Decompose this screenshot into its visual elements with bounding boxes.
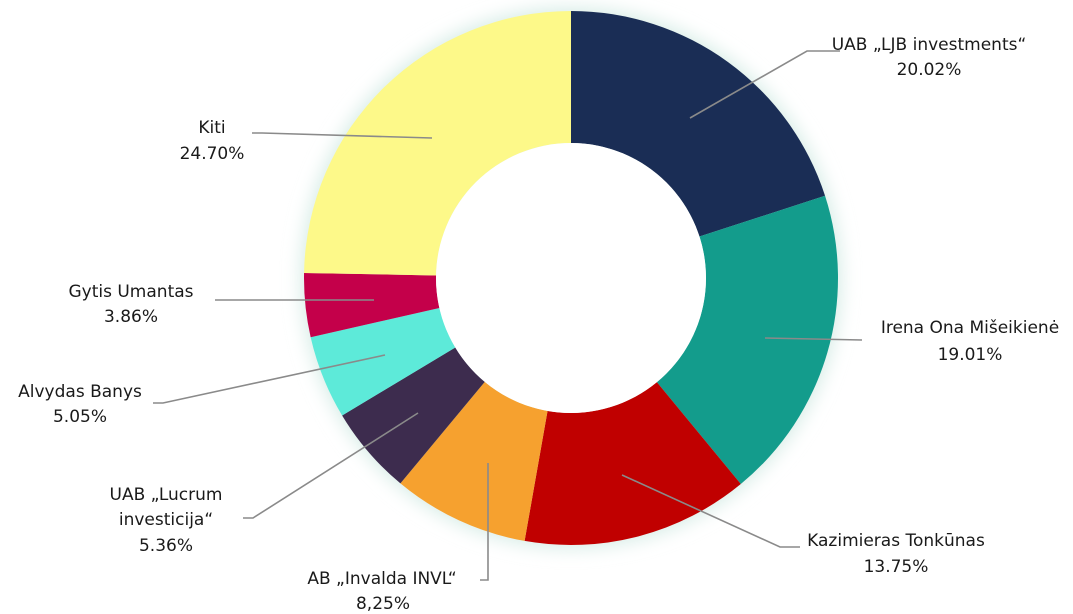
leader-line-invalda-invl: [480, 463, 489, 581]
leader-line-lucrum-investicija: [243, 412, 419, 519]
slice-3: [400, 381, 548, 541]
label-value-ljb-investments: 20.02%: [897, 60, 962, 80]
label-name-invalda-invl: AB „Invalda INVL“: [307, 569, 456, 589]
label-value-gytis-umantas: 3.86%: [104, 307, 158, 327]
label-value-alvydas-banys: 5.05%: [53, 407, 107, 427]
label-name-alvydas-banys: Alvydas Banys: [18, 382, 142, 402]
slices-group: [304, 11, 839, 545]
leader-line-alvydas-banys: [153, 354, 386, 404]
leader-line-kiti: [252, 132, 433, 139]
label-value-invalda-invl: 8,25%: [356, 594, 410, 614]
slice-5: [310, 307, 456, 416]
slice-6: [304, 272, 440, 338]
label-name-lucrum-line2: investicija“: [119, 510, 213, 530]
label-value-kiti: 24.70%: [180, 144, 245, 164]
label-name-ljb-investments: UAB „LJB investments“: [832, 35, 1027, 55]
label-value-irena-ona-miseikiene: 19.01%: [938, 345, 1003, 365]
slice-0: [571, 11, 826, 237]
label-name-kiti: Kiti: [198, 118, 225, 138]
labels-group: UAB „LJB investments“ 20.02% Irena Ona M…: [18, 35, 1059, 614]
label-name-kazimieras-tonkunas: Kazimieras Tonkūnas: [807, 531, 985, 551]
leader-line-ljb-investments: [689, 50, 840, 119]
slice-1: [656, 195, 839, 485]
slice-7: [304, 11, 571, 276]
label-name-irena-ona-miseikiene: Irena Ona Mišeikienė: [881, 318, 1059, 338]
leader-line-kazimieras-tonkunas: [621, 474, 800, 548]
label-value-kazimieras-tonkunas: 13.75%: [864, 557, 929, 577]
label-name-gytis-umantas: Gytis Umantas: [68, 282, 193, 302]
label-name-lucrum-line1: UAB „Lucrum: [110, 485, 223, 505]
donut-hole: [436, 143, 706, 413]
label-value-lucrum-investicija: 5.36%: [139, 536, 193, 556]
leader-line-irena-ona-miseikiene: [764, 337, 863, 341]
